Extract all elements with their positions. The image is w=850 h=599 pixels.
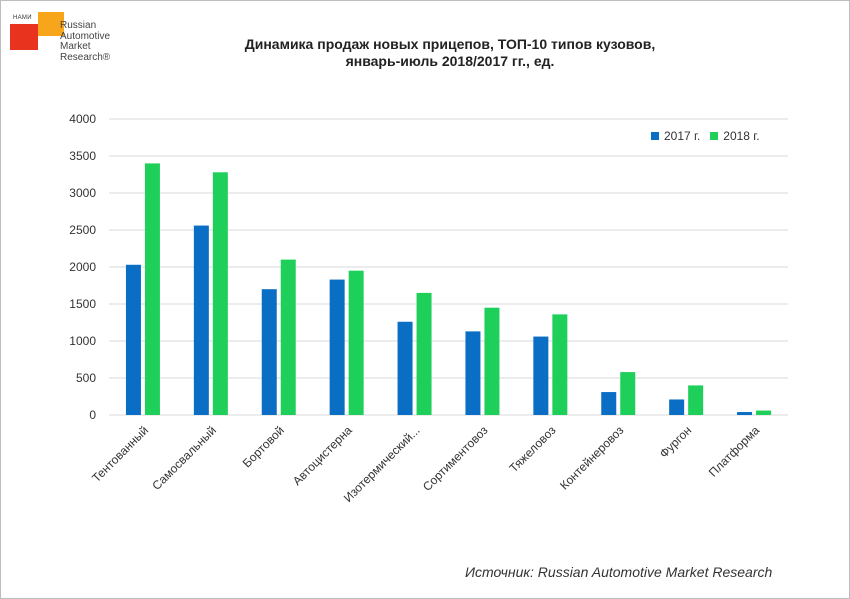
legend: 2017 г. 2018 г.: [651, 129, 770, 143]
bar-2018: [688, 385, 704, 415]
y-tick-label: 2500: [69, 223, 96, 237]
bar-2018: [348, 270, 364, 415]
logo: НАМИ Russian Automotive Market Research®: [10, 12, 120, 82]
bars: [125, 163, 772, 415]
x-tick-label: Автоцистерна: [290, 423, 355, 488]
y-tick-labels: 0 500 1000 1500 2000 2500 3000 3500 4000: [69, 112, 96, 422]
logo-brand-line: Russian: [60, 20, 97, 31]
chart-title: Динамика продаж новых прицепов, ТОП-10 т…: [180, 36, 720, 70]
y-tick-label: 3000: [69, 186, 96, 200]
x-tick-label: Самосвальный: [149, 423, 219, 493]
bar-2018: [756, 410, 772, 415]
legend-item-2018: 2018 г.: [710, 129, 760, 143]
logo-brand-line: Market: [60, 41, 91, 52]
chart-title-line2: январь-июль 2018/2017 гг., ед.: [345, 53, 555, 69]
bar-2017: [601, 392, 617, 415]
x-tick-label: Контейнеровоз: [557, 423, 627, 493]
x-tick-label: Бортовой: [240, 423, 287, 470]
legend-label-2017: 2017 г.: [664, 129, 701, 143]
x-tick-label: Тентованный: [89, 423, 151, 485]
bar-2017: [193, 225, 209, 415]
bar-2018: [280, 259, 296, 415]
y-tick-label: 0: [89, 408, 96, 422]
grid-lines: [109, 118, 788, 416]
logo-orange-square: [38, 12, 64, 36]
y-tick-label: 500: [76, 371, 96, 385]
x-tick-label: Изотермический...: [341, 423, 423, 505]
y-tick-label: 4000: [69, 112, 96, 126]
logo-brand: Russian Automotive Market Research®: [60, 20, 120, 63]
y-tick-label: 2000: [69, 260, 96, 274]
y-tick-label: 1500: [69, 297, 96, 311]
bar-2018: [212, 172, 228, 415]
chart-title-line1: Динамика продаж новых прицепов, ТОП-10 т…: [244, 36, 656, 52]
bar-2018: [416, 292, 432, 415]
x-tick-label: Платформа: [706, 423, 763, 480]
bar-2018: [144, 163, 160, 415]
x-tick-label: Фургон: [657, 423, 695, 461]
logo-org: НАМИ: [13, 15, 32, 21]
logo-red-square: [10, 24, 38, 50]
legend-swatch-2018: [710, 132, 719, 140]
bar-2017: [397, 321, 413, 415]
legend-swatch-2017: [651, 132, 659, 140]
bar-2018: [620, 372, 636, 415]
x-tick-label: Тяжеловоз: [506, 423, 558, 475]
bar-2017: [465, 331, 481, 415]
bar-2018: [552, 314, 568, 415]
bar-2017: [737, 412, 753, 415]
y-tick-label: 1000: [69, 334, 96, 348]
bar-2017: [533, 336, 549, 415]
bar-2017: [669, 399, 685, 415]
y-tick-label: 3500: [69, 149, 96, 163]
bar-2017: [261, 289, 277, 415]
logo-brand-line: Research®: [60, 51, 111, 63]
legend-item-2017: 2017 г.: [651, 129, 700, 143]
legend-label-2018: 2018 г.: [723, 129, 760, 143]
bar-2017: [329, 279, 345, 415]
source-note: Источник: Russian Automotive Market Rese…: [465, 564, 773, 580]
x-tick-label: Сортиментовоз: [420, 423, 491, 494]
bar-2018: [484, 307, 500, 415]
bar-2017: [125, 264, 141, 415]
logo-brand-line: Automotive: [60, 30, 111, 42]
